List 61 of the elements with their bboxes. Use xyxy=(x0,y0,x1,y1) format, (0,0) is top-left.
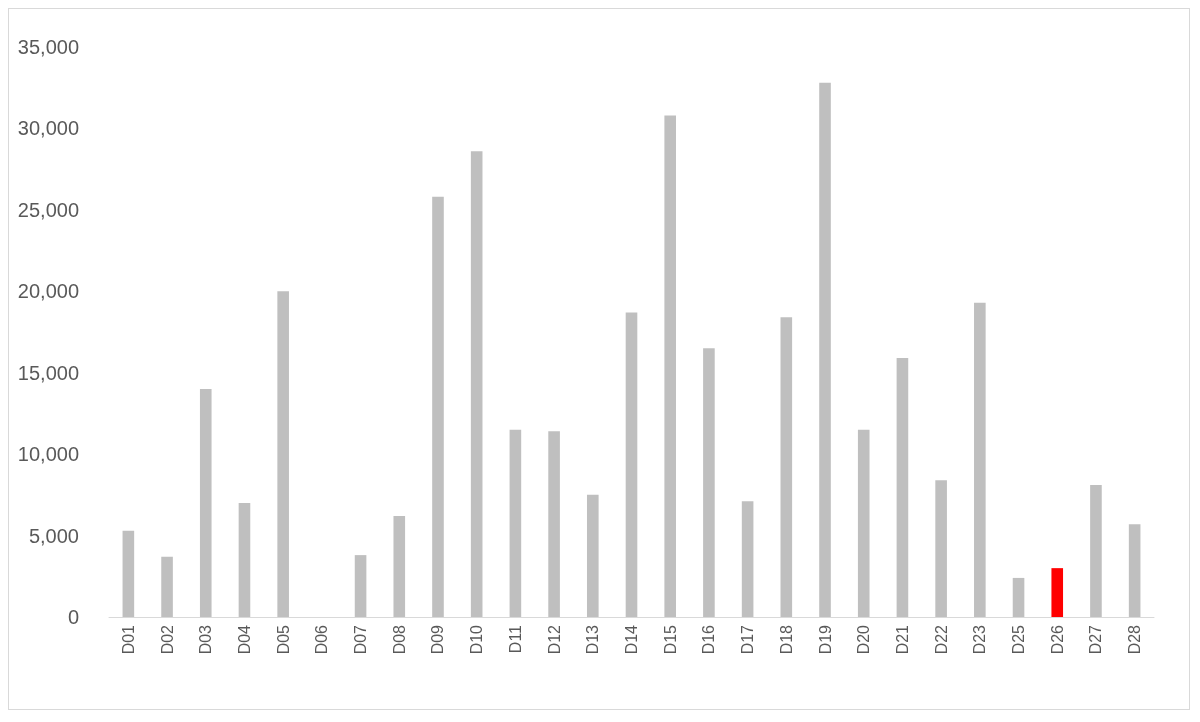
bar xyxy=(935,480,947,617)
bar xyxy=(586,494,599,617)
bar xyxy=(857,429,870,617)
x-tick-label: D14 xyxy=(623,624,640,655)
bar xyxy=(393,516,406,617)
x-tick-label: D21 xyxy=(893,624,911,655)
x-tick-label: D25 xyxy=(1010,624,1028,655)
y-tick-label: 0 xyxy=(67,606,79,628)
y-tick-label: 35,000 xyxy=(17,36,79,58)
x-tick-label: D05 xyxy=(274,624,292,655)
x-tick-label: D27 xyxy=(1087,624,1105,655)
bar xyxy=(625,312,638,617)
x-tick-label: D09 xyxy=(429,624,447,655)
x-tick-label: D20 xyxy=(855,624,873,655)
y-tick-label: 15,000 xyxy=(17,361,79,384)
bar xyxy=(896,358,909,617)
bar xyxy=(509,429,522,617)
x-tick-label: D01 xyxy=(119,624,137,655)
bar xyxy=(470,151,483,617)
bar xyxy=(548,431,560,617)
bar xyxy=(238,503,251,617)
bar xyxy=(122,530,135,617)
y-tick-label: 5,000 xyxy=(28,524,79,547)
x-tick-label: D19 xyxy=(816,624,834,655)
x-tick-label: D18 xyxy=(777,624,795,655)
bar xyxy=(1128,524,1141,617)
x-tick-label: D02 xyxy=(158,624,176,655)
bar xyxy=(974,302,986,617)
x-tick-label: D03 xyxy=(197,624,215,655)
bar xyxy=(819,82,831,617)
bar xyxy=(432,196,444,617)
y-tick-label: 10,000 xyxy=(17,443,79,466)
x-tick-label: D12 xyxy=(545,624,563,655)
bar xyxy=(1090,485,1102,617)
bar xyxy=(741,501,754,617)
x-tick-label: D16 xyxy=(700,624,718,655)
x-tick-label: D10 xyxy=(468,624,486,655)
bar xyxy=(354,555,367,617)
bar xyxy=(780,317,793,617)
y-tick-label: 20,000 xyxy=(17,280,79,303)
x-tick-label: D08 xyxy=(390,624,408,655)
bar xyxy=(703,348,715,617)
bar xyxy=(1051,568,1064,617)
x-tick-label: D22 xyxy=(932,624,950,655)
x-tick-label: D13 xyxy=(584,624,602,655)
x-tick-label: D15 xyxy=(661,624,679,655)
y-tick-label: 30,000 xyxy=(17,117,79,140)
x-tick-label: D06 xyxy=(313,624,331,655)
y-tick-label: 25,000 xyxy=(17,198,79,221)
bar xyxy=(199,389,212,617)
x-tick-label: D11 xyxy=(506,624,524,654)
x-tick-label: D07 xyxy=(352,624,370,655)
x-tick-label: D23 xyxy=(971,624,989,655)
bar xyxy=(1012,577,1025,617)
x-tick-label: D28 xyxy=(1126,624,1144,655)
x-tick-label: D04 xyxy=(235,624,253,655)
bar xyxy=(664,115,677,617)
x-tick-label: D26 xyxy=(1048,624,1066,655)
x-tick-label: D17 xyxy=(739,624,757,655)
bar xyxy=(161,556,173,617)
bar xyxy=(277,291,289,617)
